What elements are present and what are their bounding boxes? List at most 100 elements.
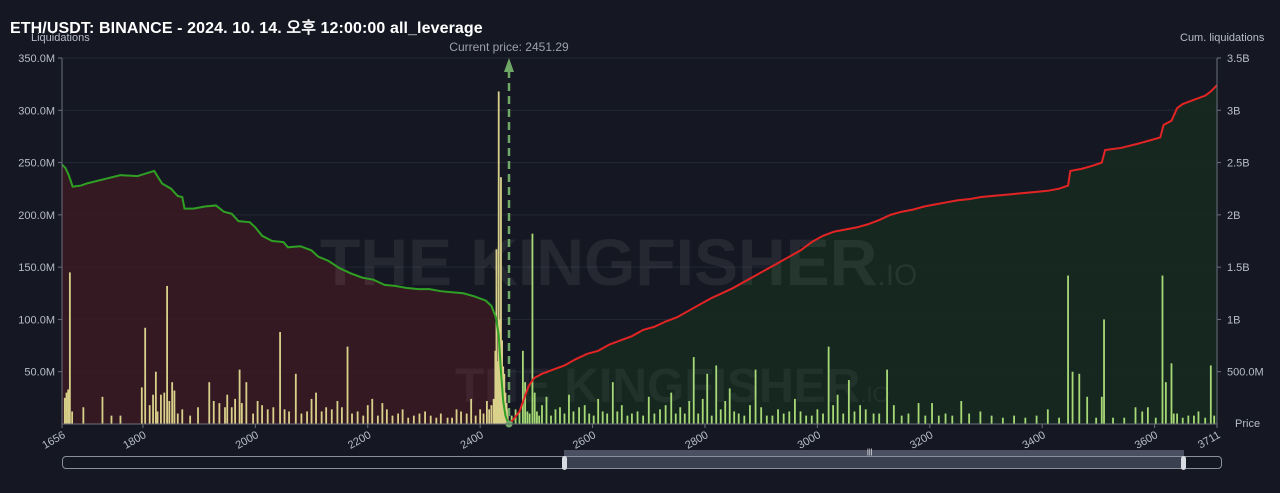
left-axis-label: Liquidations (31, 32, 90, 44)
liquidation-bar (968, 413, 971, 424)
liquidation-bar (810, 415, 813, 424)
liquidation-bar (1146, 407, 1149, 424)
liquidation-bar (907, 413, 910, 424)
liquidation-bar (497, 91, 500, 424)
liquidation-bar (1170, 363, 1173, 424)
liquidation-bar (1001, 417, 1004, 424)
right-tick-label: 2.5B (1227, 158, 1250, 170)
liquidation-bar (765, 415, 768, 424)
liquidation-bar (465, 413, 468, 424)
liquidation-bar (224, 407, 226, 424)
liquidation-bar (533, 392, 536, 424)
liquidation-bar (455, 409, 458, 424)
range-scroller-bar[interactable] (564, 450, 1184, 456)
liquidation-bar (245, 382, 248, 424)
liquidation-bar (496, 361, 499, 424)
liquidation-bar (148, 405, 151, 424)
liquidation-bar (1058, 417, 1060, 424)
grip-icon[interactable]: ||| (867, 449, 873, 456)
liquidation-bar (631, 413, 633, 424)
liquidation-bar (1172, 413, 1175, 424)
liquidation-bar (554, 409, 557, 424)
x-tick-label: 1800 (121, 429, 148, 452)
liquidation-bar (1176, 413, 1178, 424)
liquidation-bar (568, 394, 570, 424)
range-scroller-selection[interactable] (564, 456, 1184, 469)
liquidation-bar (330, 409, 333, 424)
right-tick-label: 2B (1227, 210, 1240, 222)
liquidation-bar (697, 413, 700, 424)
liquidation-bar (572, 411, 575, 424)
liquidation-bar (63, 397, 66, 424)
liquidation-bar (197, 407, 199, 424)
liquidation-bar (611, 382, 614, 424)
liquidation-bar (68, 272, 71, 424)
left-tick-label: 100.0M (18, 314, 55, 326)
liquidation-bar (760, 407, 763, 424)
left-tick-label: 350.0M (18, 53, 55, 65)
liquidation-bar (366, 405, 369, 424)
liquidation-bar (1078, 373, 1081, 424)
liquidation-bar (701, 398, 704, 424)
liquidation-bar (435, 417, 438, 424)
liquidation-bar (878, 413, 881, 424)
liquidation-bar (173, 390, 176, 424)
liquidation-bar (960, 400, 963, 424)
liquidation-bar (951, 415, 954, 424)
liquidation-bar (1100, 396, 1103, 424)
liquidation-bar (336, 400, 339, 424)
liquidation-bar (805, 415, 808, 424)
range-handle-left[interactable] (562, 456, 567, 470)
liquidation-bar (944, 413, 947, 424)
liquidation-bar (391, 415, 394, 424)
watermark-logo-small: THE KINGFISHER.IO (455, 360, 890, 413)
liquidation-bar (531, 233, 534, 424)
liquidation-bar (1187, 415, 1190, 424)
liquidation-bar (1086, 396, 1089, 424)
liquidation-bar (156, 411, 159, 424)
liquidation-bar (620, 405, 623, 424)
liquidation-bar (1035, 415, 1038, 424)
liquidation-bar (924, 415, 927, 424)
liquidation-bar (486, 400, 488, 424)
left-tick-label: 150.0M (18, 262, 55, 274)
range-handle-right[interactable] (1181, 456, 1186, 470)
liquidation-bar (679, 407, 682, 424)
liquidation-bar (171, 382, 174, 424)
liquidation-bar (300, 413, 303, 424)
liquidation-bar (407, 417, 410, 424)
liquidation-bar (381, 403, 384, 424)
liquidation-bar (872, 413, 875, 424)
liquidation-bar (376, 415, 379, 424)
x-tick-label: 3711 (1196, 429, 1222, 451)
liquidation-bar (892, 405, 895, 424)
liquidation-bar (189, 415, 192, 424)
liquidation-bar (479, 409, 482, 424)
liquidation-bar (266, 409, 269, 424)
liquidation-bar (325, 407, 328, 424)
liquidation-bar (900, 415, 903, 424)
liquidation-bar (351, 413, 353, 424)
liquidation-bar (754, 369, 757, 424)
right-tick-label: 1.5B (1227, 262, 1250, 274)
liquidation-bar (528, 413, 531, 424)
liquidation-bar (488, 409, 491, 424)
x-tick-label: 2200 (346, 429, 373, 452)
liquidation-bar (563, 413, 566, 424)
liquidation-bar (842, 413, 845, 424)
liquidation-bar (664, 405, 667, 424)
liquidation-bar (1013, 415, 1016, 424)
liquidation-bar (362, 415, 365, 424)
liquidation-bar (588, 413, 591, 424)
liquidation-bar (288, 411, 290, 424)
liquidation-bar (261, 405, 263, 424)
liquidation-bar (1209, 365, 1212, 424)
liquidation-bar (1046, 409, 1049, 424)
liquidation-bar (692, 357, 695, 424)
liquidation-bar (647, 396, 650, 424)
right-axis-label: Cum. liquidations (1180, 32, 1265, 44)
liquidation-bar (1213, 415, 1216, 424)
right-tick-label: 3B (1227, 105, 1240, 117)
liquidation-bar (524, 382, 527, 424)
liquidation-bar (864, 409, 867, 424)
